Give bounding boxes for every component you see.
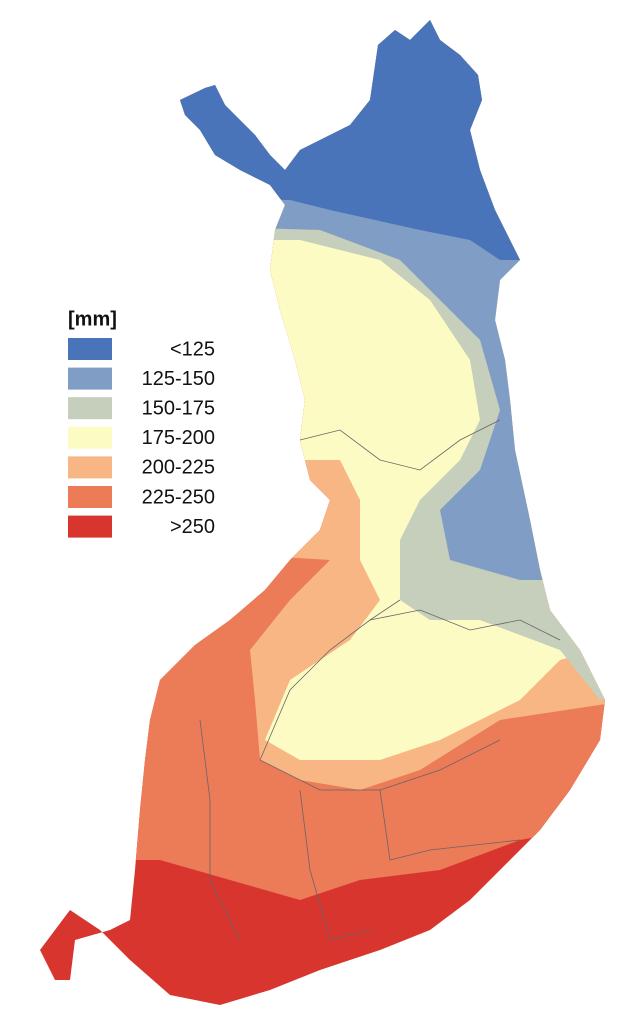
legend-label: 200-225: [142, 457, 215, 479]
legend-swatch: [68, 426, 112, 449]
legend-swatch: [68, 456, 112, 479]
border: [299, 789, 371, 941]
border: [259, 599, 401, 761]
legend-swatch: [68, 338, 112, 360]
border: [379, 789, 521, 861]
legend-label: 125-150: [142, 368, 215, 390]
legend-label: 225-250: [142, 486, 215, 508]
legend-label: <125: [170, 338, 215, 360]
border: [299, 419, 501, 471]
legend: [mm] <125 125-150 150-175 175-200 200-225 225…: [68, 308, 215, 538]
legend-swatch: [68, 367, 112, 390]
region-borders: [199, 419, 561, 941]
legend-swatch: [68, 515, 112, 538]
legend-swatch: [68, 397, 112, 420]
legend-swatch: [68, 486, 112, 508]
legend-label: 175-200: [142, 427, 215, 449]
legend-title: [mm]: [68, 308, 117, 330]
legend-label: 150-175: [142, 397, 215, 419]
legend-label: >250: [170, 516, 215, 538]
border: [199, 719, 241, 941]
border: [369, 609, 561, 641]
